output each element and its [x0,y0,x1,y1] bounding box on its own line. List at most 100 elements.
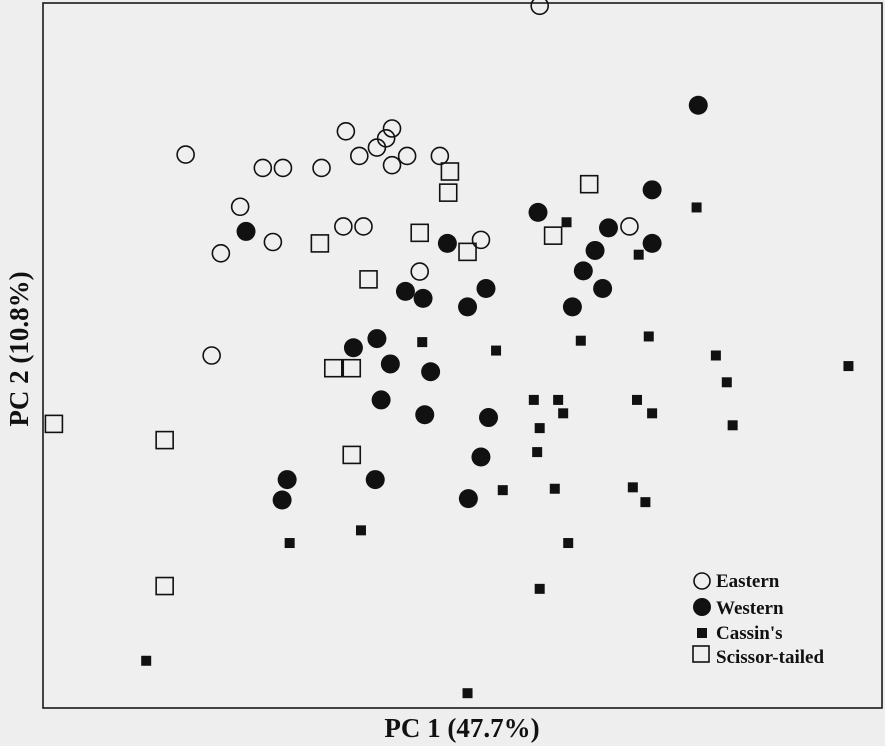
legend-item-cassins: Cassin's [697,623,783,644]
point-eastern [176,145,195,164]
legend-label-eastern: Eastern [716,571,780,592]
point-western [236,221,256,241]
legend-marker-filled-circle [693,598,711,616]
legend-item-eastern: Eastern [693,571,780,592]
point-eastern [253,158,273,178]
point-eastern [336,122,356,141]
legend-marker-open-circle [693,572,711,590]
point-cassin-s [534,423,545,434]
point-western [573,261,593,281]
point-eastern [312,158,331,178]
point-cassin-s [627,482,638,493]
point-cassin-s [727,420,738,431]
point-eastern [354,217,373,236]
legend-item-scissor-tailed: Scissor-tailed [692,645,824,668]
point-cassin-s [640,497,651,508]
point-western [277,470,297,490]
point-eastern [273,158,293,178]
point-eastern [530,0,549,16]
point-western [415,405,435,425]
point-western [479,408,499,428]
point-scissor-tailed [359,270,378,289]
point-cassin-s [633,249,644,260]
point-western [272,490,292,510]
point-western [593,279,613,299]
point-western [437,233,457,253]
point-western [380,354,400,374]
point-cassin-s [575,335,586,346]
point-cassin-s [284,538,295,549]
legend-label-western: Western [716,598,784,619]
point-western [367,329,387,349]
point-cassin-s [563,538,574,549]
legend-label-cassins: Cassin's [716,623,783,644]
point-eastern [382,155,402,175]
point-cassin-s [462,688,473,699]
point-scissor-tailed [440,162,460,181]
legend-marker-open-square [692,645,710,663]
point-scissor-tailed [543,226,563,245]
point-cassin-s [491,345,502,356]
point-eastern [471,230,491,250]
point-eastern [382,119,402,138]
point-scissor-tailed [310,234,330,253]
point-cassin-s [141,655,152,666]
point-western [598,218,618,238]
point-western [458,297,478,317]
point-scissor-tailed [579,174,599,194]
point-scissor-tailed [323,358,343,378]
x-axis-title: PC 1 (47.7%) [384,713,539,743]
point-scissor-tailed [342,445,362,465]
plot-frame [42,2,883,709]
point-eastern [334,217,353,236]
point-western [688,95,708,115]
point-scissor-tailed [155,576,174,596]
point-cassin-s [417,337,428,348]
point-western [395,281,415,301]
points-layer [44,0,854,699]
point-western [371,390,391,410]
point-cassin-s [647,408,658,419]
point-eastern [211,243,231,263]
point-eastern [350,146,369,166]
point-western [642,180,662,200]
point-cassin-s [528,394,539,405]
legend-marker-filled-square [697,628,707,638]
point-cassin-s [553,394,564,405]
point-cassin-s [632,394,643,405]
legend: Eastern Western Cassin's Scissor-tailed [692,571,824,668]
point-cassin-s [561,217,572,228]
point-cassin-s [534,583,545,594]
point-western [413,288,433,308]
point-cassin-s [643,331,654,342]
point-cassin-s [710,350,721,361]
point-eastern [620,217,639,236]
point-cassin-s [721,377,732,388]
point-western [562,297,582,317]
point-eastern [202,346,221,365]
point-eastern [263,232,283,252]
point-cassin-s [549,483,560,494]
point-western [421,362,441,382]
legend-label-scissor-tailed: Scissor-tailed [716,647,824,668]
point-scissor-tailed [44,414,64,434]
point-western [642,233,662,253]
point-scissor-tailed [342,358,362,378]
point-scissor-tailed [155,430,174,450]
point-western [528,202,548,222]
point-scissor-tailed [438,183,458,202]
point-cassin-s [532,447,543,458]
point-cassin-s [843,361,854,372]
point-western [476,279,496,299]
point-eastern [430,146,450,166]
point-scissor-tailed [410,223,430,243]
y-axis-title: PC 2 (10.8%) [4,271,34,426]
point-cassin-s [558,408,569,419]
point-western [343,338,363,358]
point-western [458,489,478,509]
point-eastern [410,262,430,281]
point-scissor-tailed [458,242,477,262]
point-western [471,447,491,467]
point-eastern [397,146,417,166]
